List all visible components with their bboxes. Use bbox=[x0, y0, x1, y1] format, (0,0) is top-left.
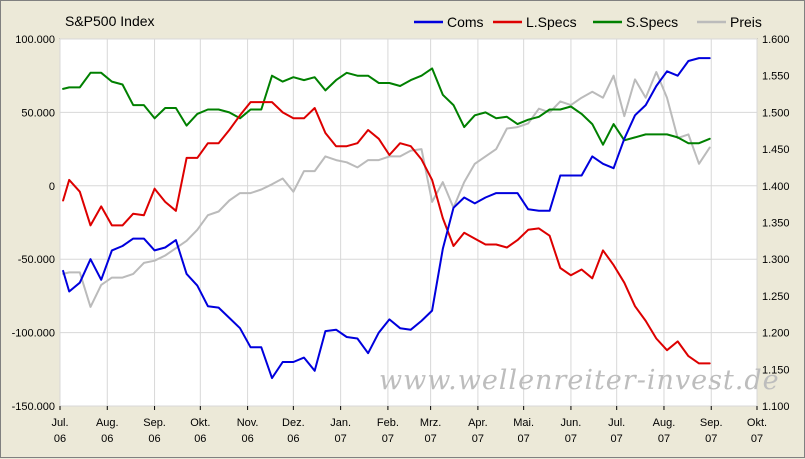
right-tick-label: 1.200 bbox=[762, 328, 790, 340]
left-axis: 100.000 50.000 0 -50.000 -100.000 -150.000 bbox=[12, 34, 55, 413]
x-tick-month: Mai. bbox=[513, 417, 534, 429]
x-tick-month: Nov. bbox=[237, 417, 259, 429]
chart-title: S&P500 Index bbox=[65, 13, 155, 29]
grid bbox=[59, 38, 758, 407]
x-tick-month: Sep. bbox=[143, 417, 166, 429]
right-tick-label: 1.450 bbox=[762, 144, 790, 156]
left-tick-label: -150.000 bbox=[12, 401, 55, 413]
x-tick-month: Okt. bbox=[747, 417, 767, 429]
x-tick-year: 06 bbox=[194, 433, 206, 445]
right-tick-label: 1.550 bbox=[762, 71, 790, 83]
x-tick-year: 07 bbox=[565, 433, 577, 445]
series-layer bbox=[62, 57, 711, 380]
legend-label-sspecs: S.Specs bbox=[626, 14, 678, 30]
x-tick-year: 06 bbox=[241, 433, 253, 445]
watermark: www.wellenreiter-invest.de bbox=[379, 365, 780, 396]
x-tick-year: 07 bbox=[705, 433, 717, 445]
right-tick-label: 1.350 bbox=[762, 218, 790, 230]
right-tick-label: 1.500 bbox=[762, 107, 790, 119]
x-tick-year: 07 bbox=[382, 433, 394, 445]
x-tick-month: Jul. bbox=[608, 417, 625, 429]
plot-area bbox=[59, 38, 758, 407]
x-tick-month: Aug. bbox=[96, 417, 119, 429]
x-tick-year: 06 bbox=[101, 433, 113, 445]
x-tick-month: Jun. bbox=[561, 417, 582, 429]
legend-label-lspecs: L.Specs bbox=[526, 14, 577, 30]
series-line-lspecs bbox=[62, 101, 711, 365]
right-tick-label: 1.150 bbox=[762, 364, 790, 376]
x-tick-month: Feb. bbox=[377, 417, 399, 429]
x-tick-month: Dez. bbox=[282, 417, 305, 429]
series-line-sspecs bbox=[62, 67, 711, 146]
x-tick-month: Jan. bbox=[330, 417, 351, 429]
x-tick-month: Sep. bbox=[700, 417, 723, 429]
x-tick-year: 06 bbox=[54, 433, 66, 445]
right-tick-label: 1.100 bbox=[762, 401, 790, 413]
x-tick-year: 07 bbox=[751, 433, 763, 445]
legend-label-coms: Coms bbox=[447, 14, 484, 30]
right-tick-label: 1.400 bbox=[762, 181, 790, 193]
left-tick-label: -100.000 bbox=[12, 328, 55, 340]
x-tick-month: Jul. bbox=[51, 417, 68, 429]
right-tick-label: 1.300 bbox=[762, 254, 790, 266]
left-tick-label: -50.000 bbox=[18, 254, 55, 266]
x-tick-month: Okt. bbox=[190, 417, 210, 429]
right-axis: 1.600 1.550 1.500 1.450 1.400 1.350 1.300 1.250… bbox=[762, 34, 790, 413]
series-line-preis bbox=[62, 71, 711, 308]
x-tick-year: 07 bbox=[335, 433, 347, 445]
x-tick-year: 07 bbox=[472, 433, 484, 445]
x-axis: Jul. 06 Aug. 06 Sep. 06 Okt. 06 Nov. 06 Dez. 06 Jan.… bbox=[51, 406, 767, 445]
right-tick-label: 1.600 bbox=[762, 34, 790, 46]
left-tick-label: 100.000 bbox=[15, 34, 55, 46]
legend-label-preis: Preis bbox=[730, 14, 762, 30]
legend: Coms L.Specs S.Specs Preis bbox=[414, 14, 762, 30]
x-tick-year: 07 bbox=[611, 433, 623, 445]
series-line-coms bbox=[62, 57, 711, 380]
x-tick-month: Aug. bbox=[653, 417, 676, 429]
x-tick-year: 07 bbox=[518, 433, 530, 445]
x-tick-month: Apr. bbox=[468, 417, 488, 429]
x-tick-year: 06 bbox=[287, 433, 299, 445]
left-tick-label: 50.000 bbox=[21, 107, 55, 119]
left-tick-label: 0 bbox=[49, 181, 55, 193]
x-tick-year: 07 bbox=[658, 433, 670, 445]
x-tick-year: 07 bbox=[424, 433, 436, 445]
x-tick-month: Mrz. bbox=[420, 417, 441, 429]
x-tick-year: 06 bbox=[148, 433, 160, 445]
right-tick-label: 1.250 bbox=[762, 291, 790, 303]
